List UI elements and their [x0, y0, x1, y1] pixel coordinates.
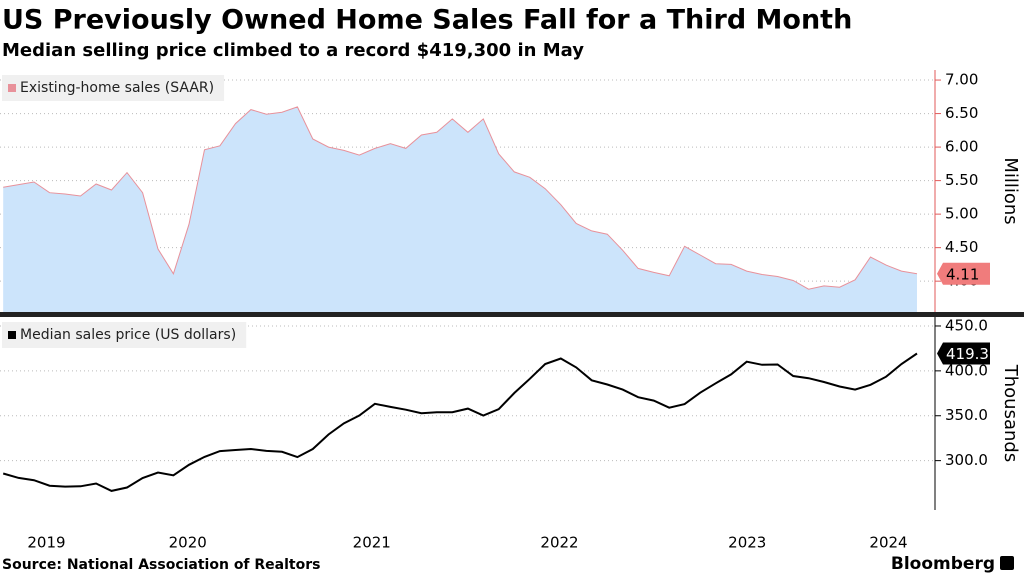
end-label: 4.11 [946, 265, 979, 283]
area [3, 106, 918, 313]
y-tick-label: 5.00 [945, 205, 978, 223]
line [2, 352, 918, 492]
source: Source: National Association of Realtors [2, 557, 320, 573]
y-tick-label: 350.0 [945, 406, 988, 424]
legend-label: Existing-home sales (SAAR) [20, 80, 214, 96]
x-tick-label: 2022 [540, 534, 578, 552]
end-label-box [937, 262, 990, 285]
brand: Bloomberg [891, 554, 995, 574]
legend-swatch [8, 84, 16, 92]
y-tick-label: 6.50 [945, 104, 978, 122]
x-tick-label: 2019 [27, 534, 65, 552]
y-axis-label: Millions [1000, 157, 1021, 224]
y-tick-label: 7.00 [945, 71, 978, 89]
x-tick-label: 2021 [353, 534, 391, 552]
legend-box [2, 75, 225, 101]
x-tick-label: 2023 [728, 534, 766, 552]
title: US Previously Owned Home Sales Fall for … [2, 5, 852, 36]
subtitle: Median selling price climbed to a record… [2, 40, 584, 61]
x-tick-label: 2024 [869, 534, 907, 552]
brand-icon [1000, 556, 1014, 570]
y-tick-label: 450.0 [945, 316, 988, 334]
y-tick-label: 4.50 [945, 238, 978, 256]
legend-box [2, 322, 247, 348]
legend-swatch [8, 331, 16, 339]
y-tick-label: 400.0 [945, 361, 988, 379]
end-label-box [937, 342, 990, 365]
y-tick-label: 300.0 [945, 451, 988, 469]
panel-separator [0, 312, 1024, 317]
y-tick-label: 6.00 [945, 138, 978, 156]
y-axis-label: Thousands [1000, 364, 1021, 462]
legend-label: Median sales price (US dollars) [20, 327, 236, 343]
x-tick-label: 2020 [169, 534, 207, 552]
line [3, 106, 918, 290]
y-tick-label: 5.50 [945, 171, 978, 189]
end-label: 419.3 [946, 345, 989, 363]
